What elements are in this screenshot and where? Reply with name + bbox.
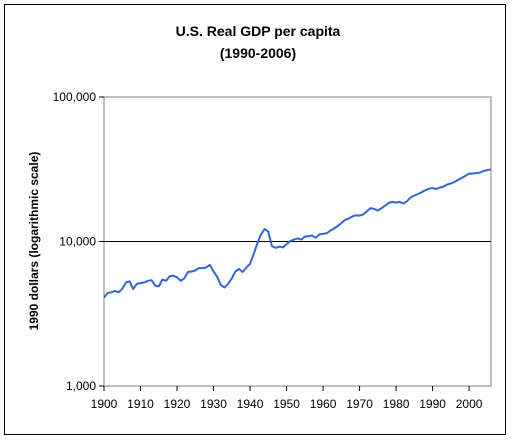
x-tick-label: 2000	[456, 397, 483, 411]
y-tick-label: 100,000	[53, 90, 97, 104]
series-line	[103, 168, 492, 299]
y-axis-ticks: 1,000 10,000 100,000	[53, 90, 104, 393]
chart-title: U.S. Real GDP per capita	[176, 23, 341, 39]
y-tick-label: 1,000	[66, 379, 96, 393]
y-tick-label: 10,000	[59, 235, 96, 249]
series-group	[103, 168, 492, 299]
x-tick-label: 1930	[200, 397, 227, 411]
x-tick-label: 1910	[127, 397, 154, 411]
x-tick-label: 1900	[91, 397, 118, 411]
x-tick-label: 1990	[419, 397, 446, 411]
x-tick-label: 1970	[346, 397, 373, 411]
x-tick-label: 1960	[310, 397, 337, 411]
x-tick-label: 1920	[164, 397, 191, 411]
x-tick-label: 1950	[273, 397, 300, 411]
x-tick-label: 1940	[237, 397, 264, 411]
chart-subtitle: (1990-2006)	[220, 45, 296, 61]
x-axis-ticks: 1900 1910 1920 1930 1940 1950 1960 1970 1980 1990…	[91, 386, 483, 411]
x-tick-label: 1980	[383, 397, 410, 411]
y-axis-label: 1990 dollars (logarithmic scale)	[27, 152, 41, 331]
